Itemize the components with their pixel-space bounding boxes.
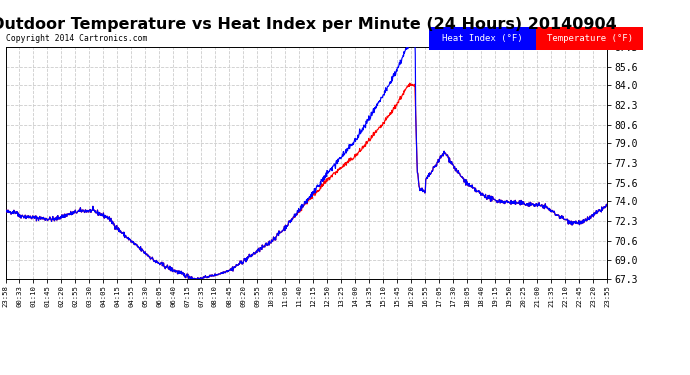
Text: Outdoor Temperature vs Heat Index per Minute (24 Hours) 20140904: Outdoor Temperature vs Heat Index per Mi… <box>0 17 616 32</box>
Text: Temperature (°F): Temperature (°F) <box>546 34 633 43</box>
Text: Copyright 2014 Cartronics.com: Copyright 2014 Cartronics.com <box>6 34 147 43</box>
Text: Heat Index (°F): Heat Index (°F) <box>442 34 523 43</box>
